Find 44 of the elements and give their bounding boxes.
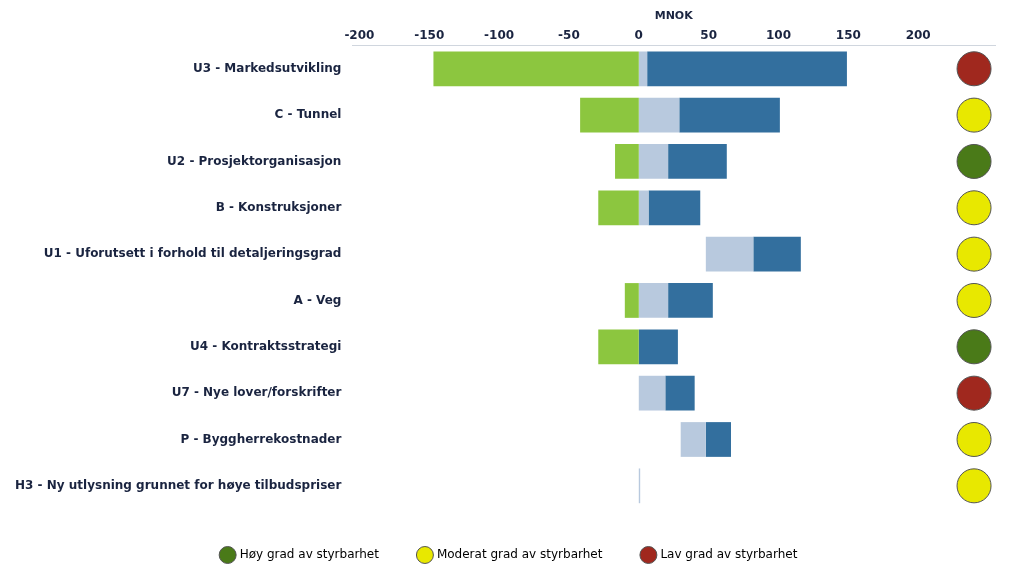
bar: [580, 97, 639, 133]
x-tick-label: 50: [700, 27, 717, 42]
bar: [647, 51, 847, 87]
x-tick-label: -200: [344, 27, 375, 42]
legend-label: Høy grad av styrbarhet: [239, 547, 380, 562]
legend-label: Moderat grad av styrbarhet: [436, 547, 603, 562]
x-axis-title: MNOK: [654, 9, 694, 23]
y-tick-label: U4 - Kontraktsstrategi: [190, 338, 342, 353]
bar: [638, 190, 649, 226]
x-tick-label: 100: [765, 27, 792, 42]
legend-label: Lav grad av styrbarhet: [660, 547, 798, 562]
x-tick-label: -50: [558, 27, 580, 42]
bar: [668, 283, 713, 318]
bar: [433, 51, 639, 87]
bar: [648, 190, 701, 226]
bar: [615, 144, 639, 179]
x-tick-label: 200: [905, 27, 931, 42]
x-tick-label: -150: [414, 27, 445, 42]
bar: [705, 236, 754, 272]
bar: [679, 97, 780, 133]
bar: [638, 144, 669, 179]
y-tick-label: U7 - Nye lover/forskrifter: [171, 385, 342, 400]
bar: [598, 190, 639, 226]
y-tick-label: U2 - Prosjektorganisasjon: [167, 153, 342, 168]
bar: [638, 97, 680, 133]
y-tick-label: C - Tunnel: [274, 107, 342, 122]
y-tick-label: U3 - Markedsutvikling: [192, 60, 342, 75]
bar: [680, 422, 706, 457]
x-tick-label: 0: [634, 27, 643, 42]
y-tick-label: B - Konstruksjoner: [215, 199, 342, 214]
y-tick-label: P - Byggherrekostnader: [180, 431, 342, 446]
bar: [665, 375, 695, 411]
x-tick-label: 150: [835, 27, 861, 42]
y-tick-label: U1 - Uforutsett i forhold til detaljeringsgrad: [43, 246, 342, 261]
bar: [598, 329, 639, 365]
bar: [638, 283, 669, 318]
bar: [668, 144, 727, 179]
bar: [624, 283, 639, 318]
x-tick-label: -100: [484, 27, 515, 42]
y-tick-label: H3 - Ny utlysning grunnet for høye tilbudspriser: [15, 477, 342, 492]
y-tick-label: A - Veg: [293, 292, 342, 307]
bar: [638, 329, 678, 365]
bar: [638, 51, 648, 87]
bar: [638, 375, 666, 411]
